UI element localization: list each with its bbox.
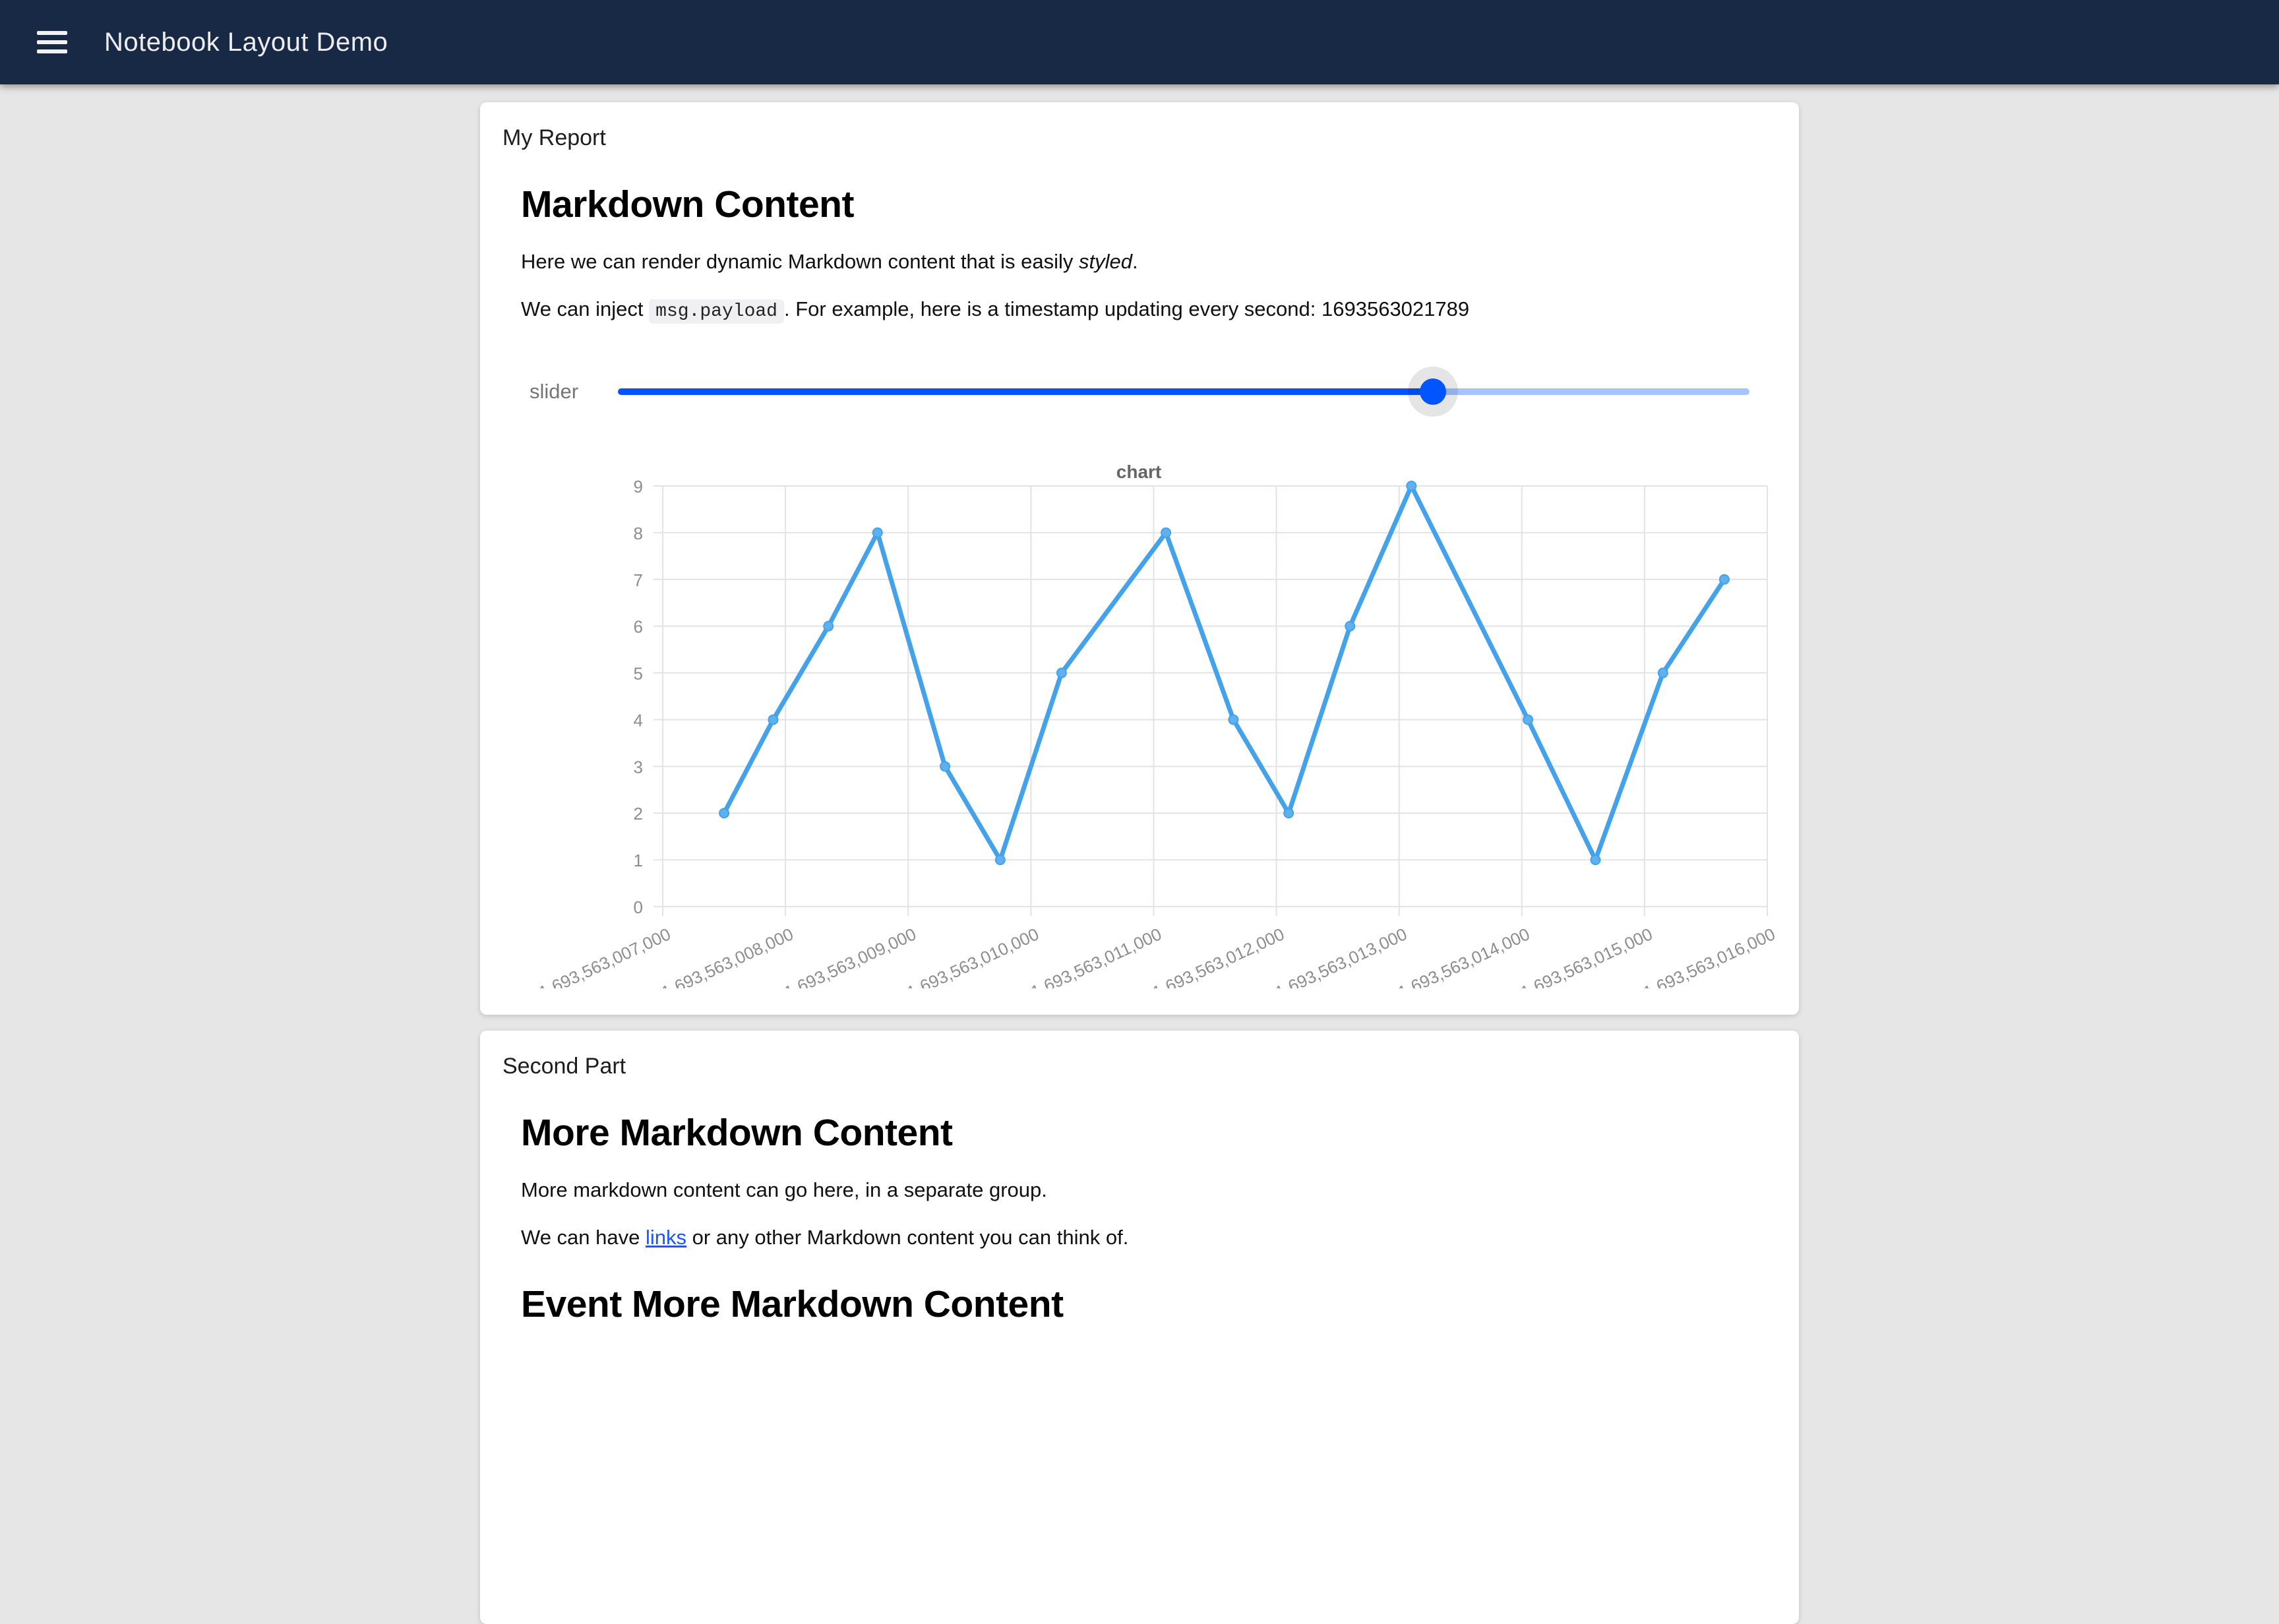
x-axis-tick-label: 1,693,563,016,000: [1640, 924, 1778, 988]
data-point: [940, 761, 951, 772]
slider[interactable]: [618, 362, 1749, 421]
x-axis-tick-label: 1,693,563,009,000: [781, 924, 919, 988]
links-link[interactable]: links: [645, 1226, 686, 1249]
y-axis-tick-label: 9: [634, 477, 643, 496]
slider-label: slider: [530, 380, 579, 403]
y-axis-tick-label: 4: [634, 710, 643, 730]
markdown-heading: Event More Markdown Content: [521, 1283, 1064, 1325]
x-axis-tick-label: 1,693,563,011,000: [1027, 924, 1164, 988]
data-point: [872, 527, 883, 538]
data-point: [719, 808, 730, 819]
x-axis-tick-label: 1,693,563,012,000: [1149, 924, 1287, 988]
y-axis-tick-label: 5: [634, 664, 643, 684]
second-card-title: Second Part: [502, 1054, 626, 1079]
slider-fill: [618, 388, 1433, 395]
y-axis-tick-label: 1: [634, 851, 643, 870]
slider-track[interactable]: [618, 388, 1749, 395]
second-card: Second Part More Markdown Content More m…: [480, 1031, 1799, 1624]
chart-canvas: 0 1 2 3 4 5 6 7 8 9 1,693,563,007,0001,693,563,008…: [535, 462, 1778, 988]
slider-thumb-halo: [1407, 367, 1458, 417]
app-header: Notebook Layout Demo: [0, 0, 2279, 84]
data-point: [994, 855, 1006, 866]
y-axis-tick-label: 3: [634, 757, 643, 777]
x-axis-tick-label: 1,693,563,015,000: [1517, 924, 1655, 988]
dashboard-content: My Report Markdown Content Here we can r…: [0, 84, 2279, 1624]
markdown-heading: Markdown Content: [521, 183, 854, 226]
data-point: [1161, 527, 1172, 538]
data-point: [1345, 620, 1356, 632]
markdown-paragraph: We can inject msg.payload. For example, …: [521, 296, 1777, 325]
y-axis-tick-label: 7: [634, 570, 643, 590]
chart-title: chart: [1116, 462, 1161, 482]
chart-widget: 0 1 2 3 4 5 6 7 8 9 1,693,563,007,000 1,693,563,008…: [521, 454, 1813, 988]
hamburger-menu-icon[interactable]: [37, 26, 67, 59]
data-point: [1590, 855, 1601, 866]
markdown-heading: More Markdown Content: [521, 1112, 953, 1154]
x-axis-tick-label: 1,693,563,013,000: [1272, 924, 1410, 988]
y-axis-tick-label: 2: [634, 804, 643, 824]
line-series: [721, 483, 1727, 862]
inline-code: msg.payload: [649, 299, 784, 324]
data-point: [1657, 667, 1668, 678]
data-point: [1056, 667, 1067, 678]
x-axis-tick-label: 1,693,563,007,000: [535, 924, 673, 988]
x-axis-tick-label: 1,693,563,014,000: [1395, 924, 1533, 988]
markdown-paragraph: More markdown content can go here, in a …: [521, 1178, 1047, 1201]
app-title: Notebook Layout Demo: [104, 27, 388, 57]
data-point: [1228, 714, 1239, 725]
slider-widget: slider: [521, 362, 1777, 421]
x-axis-tick-label: 1,693,563,010,000: [904, 924, 1042, 988]
data-point: [1283, 808, 1294, 819]
y-axis-tick-label: 0: [634, 897, 643, 917]
timestamp-value: 1693563021789: [1322, 297, 1470, 320]
data-point: [1718, 574, 1730, 585]
data-point: [768, 714, 779, 725]
markdown-block: Markdown Content Here we can render dyna…: [521, 183, 1778, 988]
slider-thumb[interactable]: [1419, 378, 1446, 405]
y-axis-tick-label: 8: [634, 524, 643, 543]
x-axis-tick-label: 1,693,563,008,000: [658, 924, 796, 988]
markdown-paragraph: We can have links or any other Markdown …: [521, 1226, 1129, 1249]
report-card-title: My Report: [502, 125, 606, 150]
data-point: [1406, 481, 1417, 491]
data-point: [1523, 714, 1534, 725]
markdown-block: More Markdown Content More markdown cont…: [521, 1111, 1777, 1326]
italic-text: styled: [1079, 250, 1132, 273]
report-card: My Report Markdown Content Here we can r…: [480, 102, 1799, 1015]
data-point: [823, 620, 834, 632]
markdown-paragraph: Here we can render dynamic Markdown cont…: [521, 250, 1138, 273]
y-axis-tick-label: 6: [634, 617, 643, 637]
